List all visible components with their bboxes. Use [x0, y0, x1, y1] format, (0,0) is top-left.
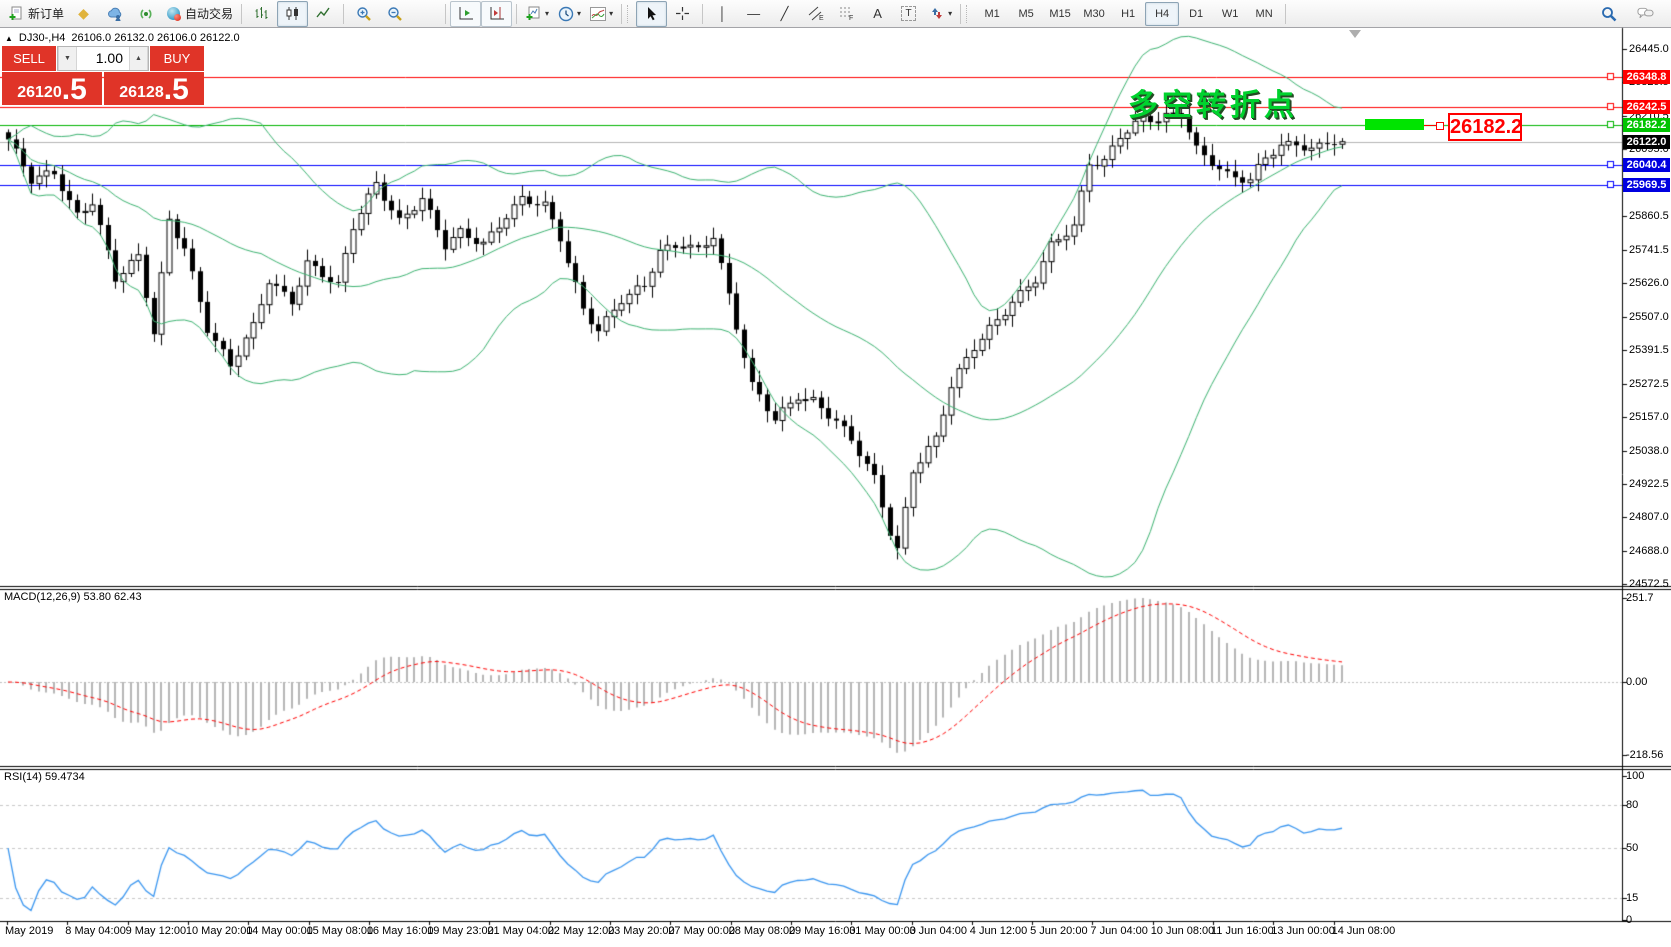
time-axis-label: 10 Jun 08:00 [1150, 925, 1215, 937]
macd-indicator-label: MACD(12,26,9) 53.80 62.43 [4, 591, 142, 603]
price-callout-box[interactable]: 26182.2 [1448, 113, 1522, 141]
time-axis-label: 11 Jun 16:00 [1211, 925, 1274, 937]
rsi-axis-tick: 100 [1626, 770, 1645, 782]
price-axis-tick: 24807.0 [1629, 511, 1669, 524]
price-axis-tick: 25860.5 [1629, 210, 1669, 223]
time-axis-label: May 2019 [5, 925, 54, 937]
price-axis-tick: 25391.5 [1629, 344, 1669, 357]
time-axis-label: 31 May 00:00 [849, 925, 916, 937]
sell-button[interactable]: SELL [2, 46, 56, 71]
chart-ohlc-header: ▲ DJ30-,H4 26106.0 26132.0 26106.0 26122… [5, 32, 240, 44]
highlight-bar [1365, 119, 1424, 130]
collapse-trade-panel-icon[interactable]: ▲ [5, 33, 13, 43]
sell-price-display: 26120.5 [2, 72, 102, 105]
time-axis-label: 13 Jun 00:00 [1271, 925, 1335, 937]
volume-decrease-button[interactable]: ▼ [58, 47, 77, 70]
volume-stepper: ▼ 1.00 ▲ [57, 46, 149, 71]
price-level-tag: 26122.0 [1623, 134, 1670, 149]
time-axis-label: 8 May 04:00 [65, 925, 126, 937]
price-callout-anchor-line [1424, 125, 1436, 126]
volume-input[interactable]: 1.00 [95, 50, 123, 66]
time-axis-label: 7 Jun 04:00 [1090, 925, 1148, 937]
price-axis-tick: 25038.0 [1629, 445, 1669, 458]
time-axis-label: 15 May 08:00 [306, 925, 374, 937]
rsi-axis-tick: 0 [1626, 914, 1633, 926]
price-level-tag: 26040.4 [1623, 158, 1670, 173]
chart-annotation-text[interactable]: 多空转折点 [1128, 89, 1298, 122]
price-axis-tick: 24922.5 [1629, 478, 1669, 491]
time-axis-label: 14 May 00:00 [246, 925, 313, 937]
rsi-axis-tick: 50 [1626, 842, 1639, 854]
volume-increase-button[interactable]: ▲ [129, 47, 148, 70]
macd-axis-tick: 0.00 [1626, 676, 1648, 688]
price-axis-tick: 24572.5 [1629, 578, 1669, 591]
macd-axis-tick: 251.7 [1626, 592, 1654, 604]
price-axis-tick: 24688.0 [1629, 545, 1669, 558]
buy-button[interactable]: BUY [150, 46, 204, 71]
price-axis-tick: 25507.0 [1629, 311, 1669, 324]
time-axis-label: 16 May 16:00 [366, 925, 434, 937]
price-level-tag: 26242.5 [1623, 100, 1670, 115]
price-axis-tick: 25157.0 [1629, 411, 1669, 424]
price-callout-anchor [1436, 122, 1444, 130]
price-axis-tick: 26445.0 [1629, 43, 1669, 56]
rsi-axis-tick: 15 [1626, 892, 1639, 905]
time-axis-label: 14 Jun 08:00 [1331, 925, 1396, 937]
time-axis-label: 22 May 12:00 [547, 925, 615, 937]
price-axis-tick: 25626.0 [1629, 277, 1669, 290]
time-axis-label: 3 Jun 04:00 [909, 925, 968, 937]
price-level-tag: 26348.8 [1623, 69, 1670, 84]
symbol-period-label: DJ30-,H4 [18, 32, 66, 44]
time-axis-label: 28 May 08:00 [728, 925, 796, 937]
time-axis-label: 4 Jun 12:00 [969, 925, 1028, 937]
macd-axis-tick: -218.56 [1626, 748, 1664, 761]
time-axis-label: 29 May 16:00 [788, 925, 856, 937]
time-axis-label: 23 May 20:00 [608, 925, 675, 937]
time-axis-label: 5 Jun 20:00 [1030, 925, 1088, 937]
price-axis-tick: 25741.5 [1629, 244, 1669, 257]
ohlc-values: 26106.0 26132.0 26106.0 26122.0 [71, 32, 240, 44]
rsi-axis-tick: 80 [1626, 798, 1639, 811]
time-axis-label: 21 May 04:00 [487, 925, 555, 937]
buy-price-display: 26128.5 [104, 72, 204, 105]
rsi-indicator-label: RSI(14) 59.4734 [4, 771, 85, 783]
price-level-tag: 26182.2 [1623, 117, 1670, 132]
one-click-trading-panel: SELL ▼ 1.00 ▲ BUY 26120.5 26128.5 [2, 46, 204, 105]
chart-shift-marker-icon[interactable] [1349, 30, 1361, 38]
time-axis-label: 27 May 00:00 [668, 925, 735, 937]
price-axis-tick: 25272.5 [1629, 378, 1669, 391]
time-axis-label: 9 May 12:00 [125, 925, 187, 937]
price-level-tag: 25969.5 [1623, 178, 1670, 193]
time-axis-label: 10 May 20:00 [185, 925, 253, 937]
time-axis-label: 19 May 23:00 [427, 925, 494, 937]
